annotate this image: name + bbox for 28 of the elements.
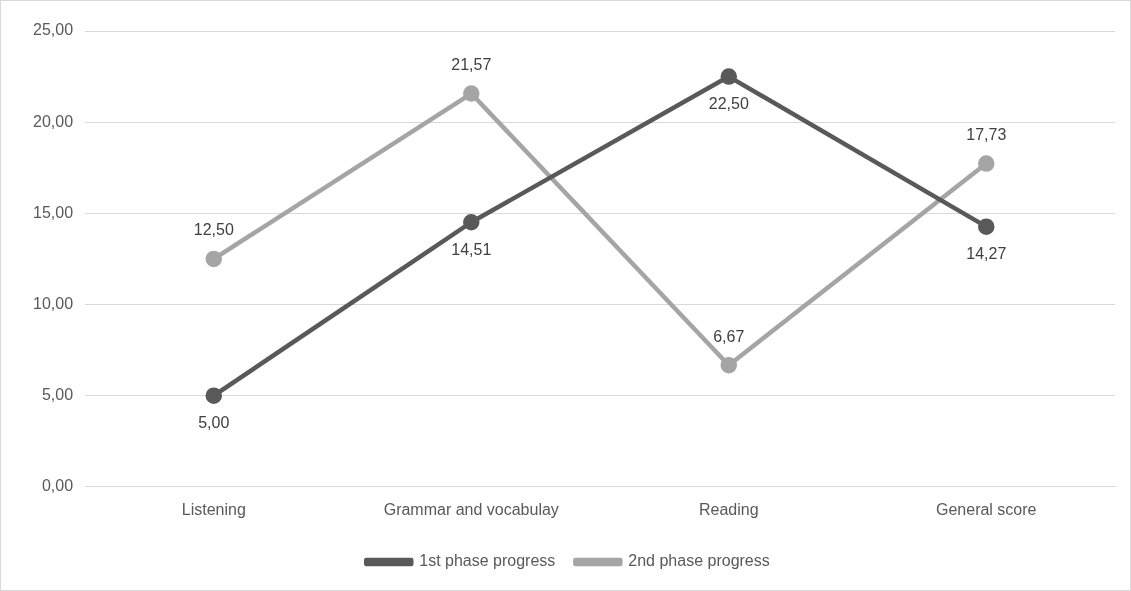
y-tick-label: 10,00 bbox=[32, 294, 74, 312]
point bbox=[463, 214, 480, 231]
point bbox=[205, 250, 223, 268]
point bbox=[978, 218, 995, 235]
point bbox=[720, 356, 738, 374]
point bbox=[978, 155, 995, 172]
y-tick-label: 5,00 bbox=[41, 386, 74, 404]
point bbox=[463, 85, 480, 102]
data-label: 6,67 bbox=[713, 327, 745, 345]
point bbox=[205, 387, 223, 404]
legend-label: 1st phase progress bbox=[419, 552, 556, 570]
x-tick-label: Listening bbox=[181, 500, 246, 518]
x-tick-label: General score bbox=[936, 500, 1037, 518]
data-label: 14,51 bbox=[451, 240, 492, 258]
x-tick-label: Grammar and vocabulay bbox=[383, 500, 559, 518]
point bbox=[720, 68, 738, 85]
data-label: 12,50 bbox=[193, 221, 234, 239]
data-label: 22,50 bbox=[708, 94, 749, 112]
data-label: 5,00 bbox=[198, 414, 230, 432]
data-label: 21,57 bbox=[451, 55, 492, 73]
y-tick-label: 20,00 bbox=[32, 112, 74, 130]
legend-label: 2nd phase progress bbox=[628, 552, 770, 570]
data-label: 14,27 bbox=[966, 245, 1007, 263]
y-tick-label: 25,00 bbox=[32, 21, 74, 39]
x-tick-label: Reading bbox=[698, 500, 759, 518]
data-label: 17,73 bbox=[966, 125, 1007, 143]
y-tick-label: 0,00 bbox=[41, 477, 74, 495]
y-tick-label: 15,00 bbox=[32, 203, 74, 221]
